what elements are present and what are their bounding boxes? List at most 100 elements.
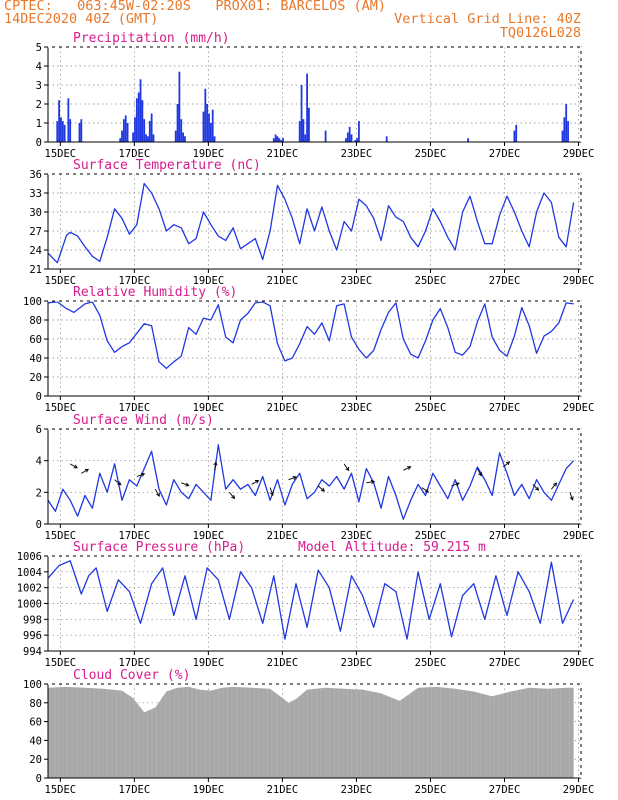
precip-bar [563, 117, 566, 142]
x-tick-label: 15DEC [45, 275, 77, 287]
x-tick-label: 23DEC [341, 275, 373, 287]
panel-frame [47, 173, 582, 270]
wind-arrow-head [269, 491, 274, 496]
precip-bar [280, 140, 283, 142]
precip-bar [78, 123, 81, 142]
wind-arrow-head [213, 461, 218, 466]
y-tick-label: 996 [23, 630, 42, 642]
y-tick-label: 0 [36, 137, 42, 149]
wind-arrow [421, 487, 429, 493]
y-tick-label: 1000 [17, 599, 42, 611]
precip-bar [178, 71, 181, 142]
precip-bar [124, 115, 127, 142]
precip-bar [356, 138, 358, 142]
header-grid-note: Vertical Grid Line: 40Z [394, 11, 581, 27]
wind-arrow-head [320, 487, 326, 492]
y-tick-label: 0 [36, 773, 42, 785]
precip-bar [308, 107, 310, 142]
y-tick-label: 80 [29, 698, 42, 710]
precip-bar [119, 138, 122, 142]
precip-bar [567, 121, 569, 142]
y-tick-label: 1002 [17, 583, 42, 595]
y-tick-label: 20 [29, 372, 42, 384]
precip-bar [348, 126, 351, 142]
wind-arrow-head [117, 481, 122, 486]
wind-arrow-head [292, 475, 297, 480]
precip-bar [513, 130, 516, 142]
y-tick-label: 40 [29, 353, 42, 365]
y-tick-label: 1 [36, 118, 42, 130]
y-tick-label: 21 [29, 264, 42, 276]
wind-arrow [532, 484, 539, 491]
wind-arrow [551, 482, 557, 490]
precip-bar [561, 130, 564, 142]
wind-arrow-head [553, 482, 558, 487]
precip-bar [80, 119, 83, 142]
y-tick-label: 0 [36, 519, 42, 531]
series-line [47, 444, 575, 520]
x-tick-label: 25DEC [415, 148, 447, 160]
x-tick-label: 23DEC [341, 530, 373, 542]
y-tick-label: 2 [36, 99, 42, 111]
precip-bar [56, 121, 59, 142]
precip-bar [147, 136, 149, 142]
precip-bar [565, 104, 568, 142]
x-tick-label: 15DEC [45, 784, 77, 796]
x-tick-label: 25DEC [415, 530, 447, 542]
precip-bar [61, 121, 64, 142]
x-tick-label: 21DEC [267, 275, 299, 287]
x-tick-label: 19DEC [193, 402, 225, 414]
x-tick-label: 21DEC [267, 657, 299, 669]
y-tick-label: 998 [23, 614, 42, 626]
precip-bar [122, 119, 125, 142]
x-tick-label: 27DEC [489, 657, 521, 669]
wind-arrow [502, 461, 510, 468]
wind-arrow-head [535, 486, 540, 491]
y-tick-label: 33 [29, 188, 42, 200]
precip-bar [63, 124, 66, 142]
precip-bar [148, 121, 151, 142]
x-tick-label: 15DEC [45, 402, 77, 414]
wind-arrow [136, 473, 145, 477]
wind-arrow-head [156, 492, 160, 497]
precip-bar [306, 73, 308, 142]
precip-bar [141, 100, 144, 142]
y-tick-label: 0 [36, 391, 42, 403]
x-tick-label: 29DEC [563, 402, 595, 414]
y-tick-label: 60 [29, 334, 42, 346]
x-tick-label: 29DEC [563, 275, 595, 287]
x-tick-label: 29DEC [563, 657, 595, 669]
wind-arrow [403, 466, 411, 471]
panel-2: 0 20 40 60 80 100 15DEC 17DEC 19DEC 21DEC 23DEC 25D… [23, 285, 594, 414]
wind-arrow [451, 482, 460, 487]
precip-bar [126, 123, 129, 142]
wind-arrow [343, 463, 350, 471]
x-tick-label: 29DEC [563, 530, 595, 542]
precip-bar [209, 123, 212, 142]
wind-arrow [269, 487, 274, 496]
x-tick-label: 21DEC [267, 530, 299, 542]
series-line [47, 182, 575, 264]
panel-0: 0 1 2 3 4 5 15DEC 17DEC 19DEC 21DEC 23DEC 25DEC 27DE… [36, 31, 595, 160]
series-line [47, 560, 575, 640]
x-tick-label: 25DEC [415, 784, 447, 796]
x-tick-label: 21DEC [267, 402, 299, 414]
precip-bar [145, 134, 147, 142]
precip-bar [60, 117, 62, 142]
wind-arrow [476, 468, 482, 476]
wind-arrow-head [345, 466, 350, 472]
wind-arrow [569, 492, 574, 501]
header-location: CPTEC: 063:45W-02:20S PROX01: BARCELOS (… [4, 0, 387, 14]
wind-arrow [81, 468, 89, 474]
y-tick-label: 36 [29, 169, 42, 181]
precip-bar [139, 79, 142, 142]
precip-bar [346, 132, 349, 142]
y-tick-label: 5 [36, 42, 42, 54]
wind-arrow [114, 479, 122, 486]
x-tick-label: 17DEC [119, 657, 151, 669]
x-tick-label: 15DEC [45, 657, 77, 669]
precip-bar [137, 92, 140, 142]
precip-bar [354, 140, 357, 142]
wind-arrow [69, 463, 78, 469]
wind-arrow-head [84, 468, 90, 473]
